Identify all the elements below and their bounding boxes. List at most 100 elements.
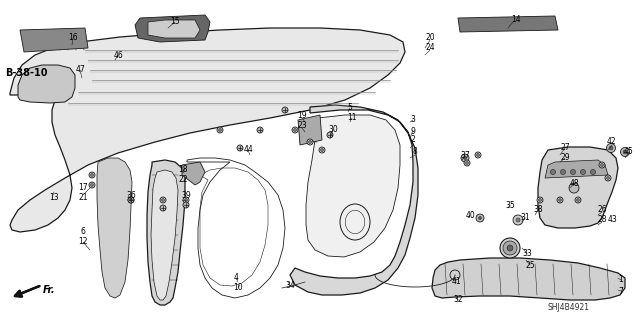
Text: 9: 9	[411, 127, 415, 136]
Circle shape	[294, 129, 296, 131]
Text: 6: 6	[81, 227, 85, 236]
Text: 4: 4	[234, 273, 239, 283]
Circle shape	[621, 147, 630, 157]
Text: Fr.: Fr.	[43, 285, 56, 295]
Circle shape	[607, 144, 616, 152]
Circle shape	[479, 217, 481, 219]
Circle shape	[550, 169, 556, 174]
Text: 16: 16	[68, 33, 78, 42]
Text: 20: 20	[425, 33, 435, 42]
Text: 15: 15	[170, 18, 180, 26]
Text: 42: 42	[606, 137, 616, 146]
Circle shape	[128, 197, 134, 203]
Circle shape	[609, 146, 613, 150]
Text: 43: 43	[607, 216, 617, 225]
Circle shape	[591, 169, 595, 174]
Text: 10: 10	[233, 284, 243, 293]
Circle shape	[292, 127, 298, 133]
Circle shape	[217, 127, 223, 133]
Polygon shape	[97, 158, 132, 298]
Text: 1: 1	[619, 276, 623, 285]
Circle shape	[503, 241, 517, 255]
Circle shape	[89, 182, 95, 188]
Circle shape	[607, 177, 609, 179]
Text: 35: 35	[505, 201, 515, 210]
Circle shape	[327, 132, 333, 138]
Circle shape	[160, 205, 166, 211]
Circle shape	[162, 199, 164, 201]
Circle shape	[577, 199, 579, 201]
Circle shape	[475, 152, 481, 158]
Text: 37: 37	[460, 151, 470, 160]
Text: 47: 47	[75, 65, 85, 75]
Polygon shape	[182, 162, 205, 185]
Text: 45: 45	[624, 147, 634, 157]
Circle shape	[185, 199, 188, 201]
Text: 33: 33	[522, 249, 532, 257]
Circle shape	[128, 197, 134, 203]
Circle shape	[601, 164, 604, 166]
Circle shape	[513, 215, 523, 225]
Text: 14: 14	[511, 16, 521, 25]
Circle shape	[500, 238, 520, 258]
Text: 38: 38	[533, 205, 543, 214]
Circle shape	[282, 107, 288, 113]
Polygon shape	[298, 115, 322, 145]
Circle shape	[183, 202, 189, 208]
Polygon shape	[148, 20, 200, 38]
Text: SHJ4B4921: SHJ4B4921	[548, 303, 590, 313]
Text: 44: 44	[243, 145, 253, 154]
Circle shape	[219, 129, 221, 131]
Circle shape	[599, 162, 605, 168]
Text: 30: 30	[328, 125, 338, 135]
Text: 13: 13	[49, 194, 59, 203]
Text: 27: 27	[560, 143, 570, 152]
Polygon shape	[20, 28, 88, 52]
Circle shape	[130, 199, 132, 201]
Circle shape	[89, 172, 95, 178]
Polygon shape	[151, 170, 178, 300]
Text: 19: 19	[297, 110, 307, 120]
Circle shape	[321, 149, 323, 151]
Text: 25: 25	[525, 261, 535, 270]
Text: 7: 7	[619, 286, 623, 295]
Polygon shape	[290, 105, 418, 295]
Polygon shape	[10, 28, 405, 232]
Polygon shape	[545, 160, 608, 178]
Text: 39: 39	[181, 190, 191, 199]
Text: 24: 24	[425, 43, 435, 53]
Circle shape	[466, 162, 468, 164]
Circle shape	[461, 154, 469, 162]
Text: 5: 5	[348, 103, 353, 113]
Text: 18: 18	[179, 166, 188, 174]
Circle shape	[559, 199, 561, 201]
Text: 26: 26	[597, 205, 607, 214]
Circle shape	[623, 150, 627, 154]
Text: 12: 12	[78, 238, 88, 247]
Text: 48: 48	[569, 179, 579, 188]
Text: 29: 29	[560, 152, 570, 161]
Circle shape	[476, 214, 484, 222]
Circle shape	[308, 141, 311, 143]
Text: 40: 40	[465, 211, 475, 219]
Text: 41: 41	[451, 277, 461, 286]
Circle shape	[91, 184, 93, 186]
Text: 22: 22	[179, 175, 188, 184]
Circle shape	[237, 145, 243, 151]
Circle shape	[183, 197, 189, 203]
Circle shape	[463, 157, 467, 160]
Text: 31: 31	[520, 213, 530, 222]
Text: 21: 21	[78, 194, 88, 203]
Circle shape	[91, 174, 93, 176]
Polygon shape	[147, 160, 185, 305]
Circle shape	[477, 154, 479, 156]
Circle shape	[557, 197, 563, 203]
Text: 36: 36	[126, 190, 136, 199]
Circle shape	[561, 169, 566, 174]
Circle shape	[537, 197, 543, 203]
Text: 32: 32	[453, 295, 463, 305]
Polygon shape	[458, 16, 558, 32]
Text: 17: 17	[78, 183, 88, 192]
Circle shape	[605, 175, 611, 181]
Text: 2: 2	[411, 136, 415, 145]
